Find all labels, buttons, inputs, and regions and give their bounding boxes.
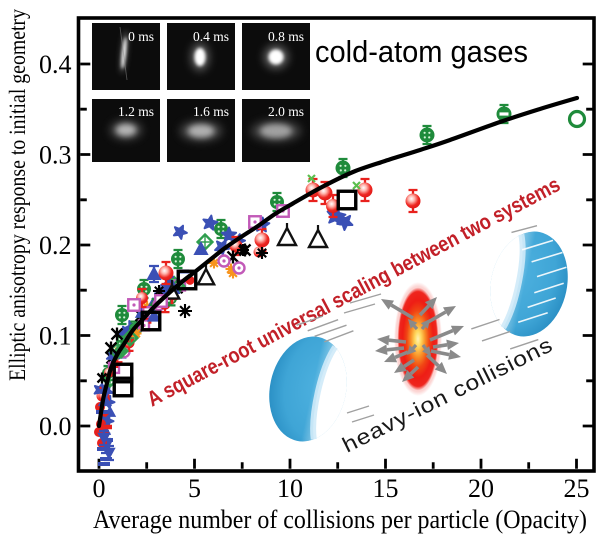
svg-text:20: 20 xyxy=(468,474,494,503)
svg-text:25: 25 xyxy=(564,474,590,503)
svg-text:0 ms: 0 ms xyxy=(128,29,154,44)
svg-text:15: 15 xyxy=(373,474,399,503)
svg-text:0.1: 0.1 xyxy=(39,322,72,351)
svg-text:0.8 ms: 0.8 ms xyxy=(268,29,304,44)
svg-text:0.4: 0.4 xyxy=(39,50,72,79)
svg-text:0.4 ms: 0.4 ms xyxy=(193,29,229,44)
svg-text:Average number of collisions p: Average number of collisions per particl… xyxy=(93,505,587,534)
svg-text:0.3: 0.3 xyxy=(39,141,72,170)
svg-text:1.2 ms: 1.2 ms xyxy=(118,104,154,119)
svg-text:0.2: 0.2 xyxy=(39,231,72,260)
svg-text:10: 10 xyxy=(277,474,303,503)
svg-text:2.0 ms: 2.0 ms xyxy=(268,104,304,119)
svg-text:0.0: 0.0 xyxy=(39,412,72,441)
svg-text:1.6 ms: 1.6 ms xyxy=(193,104,229,119)
svg-text:Elliptic anisotropy response t: Elliptic anisotropy response to initial … xyxy=(5,9,30,381)
svg-text:cold-atom gases: cold-atom gases xyxy=(315,34,528,69)
svg-text:0: 0 xyxy=(93,474,106,503)
svg-text:5: 5 xyxy=(188,474,201,503)
